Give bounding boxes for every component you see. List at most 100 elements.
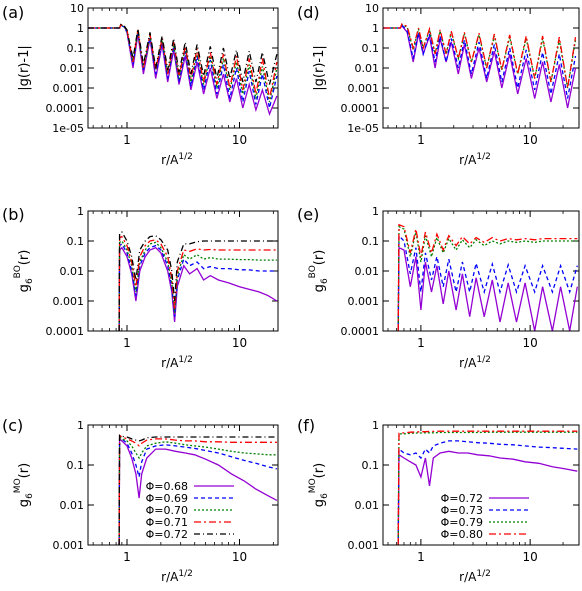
series-line-1: [88, 24, 278, 109]
legend-label: Φ=0.70: [146, 504, 188, 517]
series-line-Φ=0.70: [118, 435, 277, 545]
plot-frame: [382, 424, 580, 546]
series-line-3: [118, 235, 277, 331]
series-line-1: [383, 23, 577, 99]
plot-frame: [87, 210, 279, 332]
y-tick-label: 1: [77, 205, 84, 218]
series-line-Φ=0.79: [397, 431, 578, 545]
panel-label: (a): [2, 3, 24, 22]
y-axis-label: g6MO(r): [308, 463, 330, 507]
x-tick-label: 10: [232, 336, 247, 350]
y-tick-label: 0.01: [60, 265, 85, 278]
y-tick-label: 0.001: [348, 295, 380, 308]
series-line-4: [88, 23, 278, 85]
y-axis-label: g6BO(r): [308, 250, 330, 293]
series-line-2: [118, 240, 277, 331]
legend: Φ=0.68Φ=0.69Φ=0.70Φ=0.71Φ=0.72: [146, 480, 234, 541]
panel-label: (c): [2, 416, 23, 435]
y-tick-label: 0.001: [53, 539, 85, 552]
y-tick-label: 0.01: [355, 62, 380, 75]
series-line-Φ=0.73: [397, 440, 578, 545]
x-tick-label: 1: [123, 133, 131, 147]
y-tick-label: 10: [70, 2, 84, 15]
y-tick-label: 0.1: [67, 42, 85, 55]
series-line-0: [88, 24, 278, 116]
x-tick-label: 10: [232, 550, 247, 564]
series-line-Φ=0.68: [118, 437, 278, 545]
plot-frame: [87, 424, 279, 546]
series-line-Φ=0.72: [397, 450, 578, 545]
series-line-0: [397, 246, 578, 331]
panel-4: 1 1010.10.010.001(c)r/A1/2g6MO(r)Φ=0.68Φ=…: [2, 416, 279, 584]
y-tick-label: 0.001: [53, 295, 85, 308]
panel-label: (b): [2, 205, 25, 224]
y-tick-label: 0.001: [53, 82, 85, 95]
x-tick-label: 10: [523, 550, 538, 564]
x-tick-label: 10: [232, 133, 247, 147]
series-line-4: [118, 231, 277, 331]
x-tick-label: 1: [417, 133, 425, 147]
y-axis-label: |g(r)-1|: [312, 45, 327, 90]
plot-frame: [382, 7, 580, 129]
series-line-2: [397, 225, 578, 331]
y-tick-label: 0.0001: [341, 325, 380, 338]
series-line-Φ=0.80: [397, 430, 578, 545]
series-line-1: [118, 242, 277, 331]
series-line-3: [383, 23, 577, 89]
y-tick-label: 0.01: [355, 265, 380, 278]
series-line-Φ=0.72: [118, 434, 277, 545]
x-tick-label: 1: [417, 336, 425, 350]
x-axis-label: r/A1/2: [161, 355, 193, 370]
y-tick-label: 0.01: [60, 62, 85, 75]
y-tick-label: 0.1: [67, 459, 85, 472]
x-axis-label: r/A1/2: [161, 152, 193, 167]
y-tick-label: 1: [372, 205, 379, 218]
y-tick-label: 1e-05: [52, 122, 84, 135]
y-tick-label: 0.1: [67, 235, 85, 248]
legend-label: Φ=0.69: [146, 492, 188, 505]
y-axis-label: |g(r)-1|: [17, 45, 32, 90]
series-line-0: [383, 24, 577, 109]
y-tick-label: 0.001: [348, 82, 380, 95]
y-tick-label: 0.0001: [341, 102, 380, 115]
y-tick-label: 0.1: [362, 459, 380, 472]
panel-2: 1 10 1 0.1 0.01 0.001 0.0001 (b) r/A1/2 g6BO(r): [2, 205, 279, 370]
panel-5: 1 1010.10.010.001(f)r/A1/2g6MO(r)Φ=0.72Φ=…: [297, 416, 580, 584]
y-tick-label: 10: [365, 2, 379, 15]
panel-label: (e): [297, 205, 319, 224]
y-tick-label: 1: [372, 419, 379, 432]
series-line-Φ=0.69: [118, 435, 278, 545]
legend-label: Φ=0.73: [441, 504, 483, 517]
plot-frame: [87, 7, 279, 129]
x-tick-label: 1: [417, 550, 425, 564]
legend-label: Φ=0.79: [441, 516, 483, 529]
y-tick-label: 1: [77, 419, 84, 432]
series-line-Φ=0.71: [118, 434, 277, 545]
y-axis-label: g6MO(r): [13, 463, 35, 507]
y-tick-label: 1: [372, 22, 379, 35]
y-tick-label: 0.01: [355, 499, 380, 512]
y-tick-label: 0.01: [60, 499, 85, 512]
x-axis-label: r/A1/2: [459, 152, 491, 167]
legend-label: Φ=0.68: [146, 480, 188, 493]
series-line-1: [397, 234, 578, 331]
x-axis-label: r/A1/2: [459, 569, 491, 584]
panel-1: 1 10 10 1 0.1 0.01 0.001 0.0001 1e-05 (d) r/A1/2 |g…: [297, 2, 580, 167]
panel-3: 1 10 1 0.1 0.01 0.001 0.0001 (e) r/A1/2 g6BO(r): [297, 205, 580, 370]
y-tick-label: 0.001: [348, 539, 380, 552]
series-line-2: [88, 23, 278, 103]
panel-label: (f): [297, 416, 315, 435]
panel-label: (d): [297, 3, 320, 22]
y-axis-label: g6BO(r): [13, 250, 35, 293]
y-tick-label: 1e-05: [347, 122, 379, 135]
legend: Φ=0.72Φ=0.73Φ=0.79Φ=0.80: [441, 492, 529, 541]
y-tick-label: 0.1: [362, 42, 380, 55]
y-tick-label: 0.0001: [46, 102, 85, 115]
legend-label: Φ=0.72: [146, 528, 188, 541]
panel-0: 1 10 10 1 0.1 0.01 0.001 0.0001 1e-05 (a) r/A1/2 |g…: [2, 2, 279, 167]
x-axis-label: r/A1/2: [161, 569, 193, 584]
y-tick-label: 1: [77, 22, 84, 35]
legend-label: Φ=0.72: [441, 492, 483, 505]
x-tick-label: 10: [523, 133, 538, 147]
